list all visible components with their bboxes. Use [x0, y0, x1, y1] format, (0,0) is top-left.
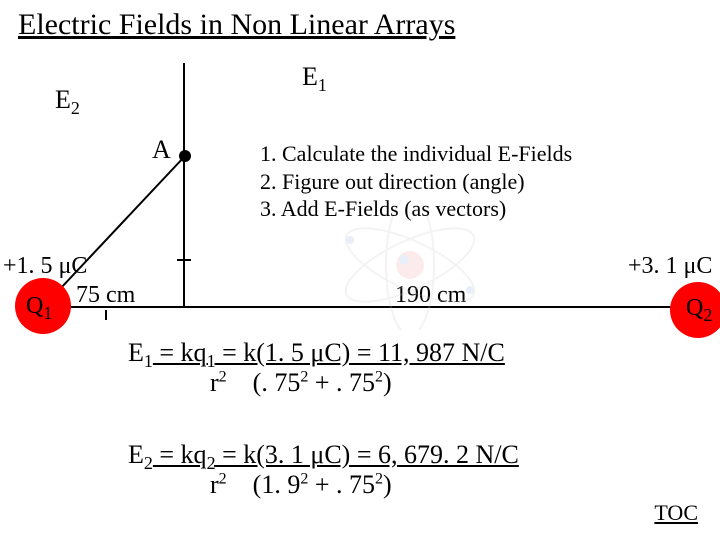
label-d1: 75 cm: [76, 282, 135, 309]
step-3: 3. Add E-Fields (as vectors): [260, 195, 572, 223]
line-vertical: [183, 63, 185, 308]
toc-link[interactable]: TOC: [654, 500, 698, 526]
label-q1-charge: +1. 5 μC: [3, 253, 87, 280]
label-e1: E1: [302, 62, 327, 96]
equation-e1-den: r2 (. 752 + . 752): [210, 368, 392, 398]
label-q2: Q2: [686, 295, 712, 326]
label-q2-charge: +3. 1 μC: [628, 253, 712, 280]
label-e2: E2: [55, 85, 80, 119]
step-1: 1. Calculate the individual E-Fields: [260, 140, 572, 168]
equation-e2-den: r2 (1. 92 + . 752): [210, 470, 392, 500]
equation-e1: E1 = kq1 = k(1. 5 μC) = 11, 987 N/C: [128, 338, 505, 372]
steps-list: 1. Calculate the individual E-Fields 2. …: [260, 140, 572, 223]
page-title: Electric Fields in Non Linear Arrays: [18, 8, 455, 42]
point-a-dot: [179, 150, 191, 162]
step-2: 2. Figure out direction (angle): [260, 168, 572, 196]
label-q1: Q1: [26, 293, 52, 324]
label-a: A: [152, 135, 171, 165]
equation-e2: E2 = kq2 = k(3. 1 μC) = 6, 679. 2 N/C: [128, 440, 519, 474]
